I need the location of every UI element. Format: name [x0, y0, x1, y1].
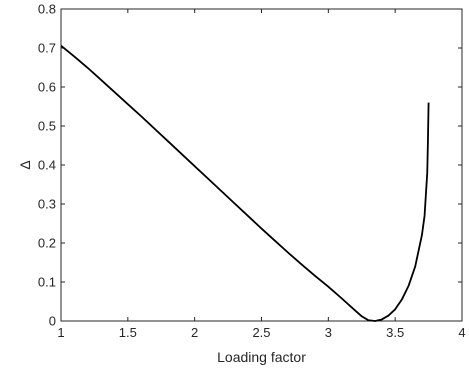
- x-axis-ticks: 1 1.5 2 2.5 3 3.5 4: [57, 9, 466, 340]
- y-tick-label: 0.1: [38, 275, 56, 290]
- y-tick-label: 0.5: [38, 119, 56, 134]
- x-tick-label: 3.5: [386, 325, 404, 340]
- x-tick-label: 1.5: [119, 325, 137, 340]
- x-tick-label: 2.5: [252, 325, 270, 340]
- series-layer: [60, 44, 430, 322]
- y-tick-label: 0.2: [38, 236, 56, 251]
- axes-box: [60, 8, 463, 322]
- y-tick-label: 0.4: [38, 158, 56, 173]
- y-axis-ticks: 0 0.1 0.2 0.3 0.4 0.5 0.6 0.7 0.8: [38, 2, 462, 329]
- y-tick-label: 0.6: [38, 80, 56, 95]
- y-tick-label: 0.7: [38, 41, 56, 56]
- x-tick-label: 3: [325, 325, 332, 340]
- x-axis-label: Loading factor: [217, 349, 306, 365]
- x-tick-label: 4: [458, 325, 465, 340]
- x-tick-label: 2: [191, 325, 198, 340]
- y-axis-label: Δ: [17, 160, 33, 169]
- plot-area: [60, 8, 463, 322]
- y-tick-label: 0.8: [38, 2, 56, 17]
- series-line: [60, 44, 430, 322]
- y-tick-label: 0: [49, 314, 56, 329]
- y-tick-label: 0.3: [38, 197, 56, 212]
- x-tick-label: 1: [57, 325, 64, 340]
